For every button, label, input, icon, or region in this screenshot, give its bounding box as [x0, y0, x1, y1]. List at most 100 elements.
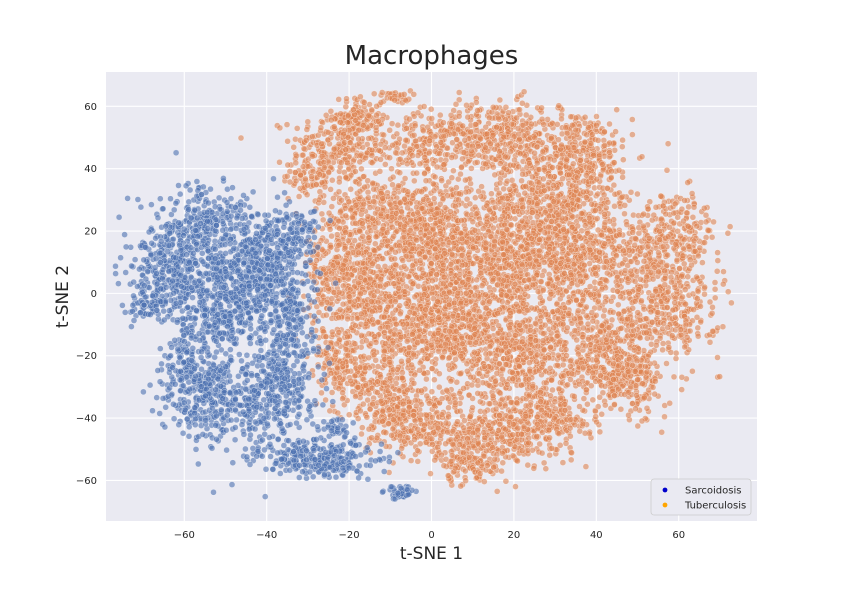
data-point: [452, 101, 460, 108]
data-point: [482, 160, 489, 168]
data-point: [335, 96, 342, 103]
data-point: [663, 262, 671, 269]
data-point: [627, 267, 634, 275]
data-point: [377, 210, 385, 218]
data-point: [537, 278, 545, 285]
data-point: [574, 174, 581, 181]
data-point: [309, 133, 316, 140]
data-point: [375, 118, 382, 125]
data-point: [475, 187, 482, 195]
data-point: [462, 176, 469, 184]
data-point: [379, 195, 386, 202]
data-point: [582, 272, 589, 279]
data-point: [534, 213, 541, 220]
data-point: [534, 200, 541, 208]
data-point: [309, 152, 316, 160]
data-point: [414, 152, 422, 159]
data-point: [618, 194, 625, 201]
data-point: [701, 291, 708, 298]
data-point: [386, 127, 393, 134]
data-point: [682, 300, 689, 308]
data-point: [466, 248, 473, 256]
data-point: [414, 109, 422, 117]
data-point: [688, 190, 696, 197]
data-point: [571, 152, 578, 160]
data-point: [448, 174, 455, 181]
data-point: [679, 252, 687, 260]
data-point: [365, 135, 372, 142]
data-point: [445, 221, 453, 229]
data-point: [416, 160, 424, 168]
data-point: [716, 373, 723, 380]
data-point: [634, 309, 641, 316]
data-point: [404, 204, 411, 212]
data-point: [396, 135, 403, 143]
data-point: [602, 298, 609, 305]
data-point: [377, 140, 385, 148]
data-point: [611, 159, 618, 166]
data-point: [417, 229, 424, 236]
data-point: [660, 320, 667, 327]
data-point: [290, 144, 297, 151]
data-point: [711, 286, 719, 293]
data-point: [355, 135, 362, 143]
data-point: [604, 199, 612, 206]
data-point: [672, 355, 680, 362]
data-point: [436, 370, 443, 377]
data-point: [466, 200, 474, 208]
data-point: [520, 88, 528, 95]
data-point: [660, 202, 667, 210]
data-point: [440, 132, 447, 140]
data-point: [421, 221, 429, 229]
data-point: [361, 99, 368, 106]
data-point: [344, 134, 352, 141]
data-point: [589, 239, 597, 247]
data-point: [492, 204, 499, 211]
data-point: [669, 332, 676, 339]
data-point: [351, 298, 358, 305]
data-point: [448, 154, 455, 161]
data-point: [629, 305, 636, 312]
data-point: [384, 237, 391, 245]
data-point: [531, 134, 538, 142]
data-point: [366, 204, 374, 211]
data-point: [410, 91, 417, 98]
data-point: [536, 222, 543, 229]
data-point: [413, 236, 420, 244]
data-point: [581, 262, 588, 269]
data-point: [396, 169, 403, 176]
data-point: [374, 263, 382, 270]
data-point: [515, 163, 522, 171]
data-point: [670, 373, 678, 381]
data-point: [652, 204, 660, 211]
data-point: [377, 156, 384, 163]
data-point: [701, 239, 708, 246]
data-point: [592, 207, 599, 214]
data-point: [390, 233, 397, 240]
data-point: [366, 251, 373, 258]
data-point: [373, 111, 380, 119]
data-point: [330, 195, 337, 202]
data-point: [335, 188, 343, 196]
data-point: [528, 186, 536, 194]
data-point: [559, 279, 567, 286]
data-point: [538, 104, 545, 112]
data-point: [570, 160, 577, 168]
data-point: [710, 218, 717, 226]
data-point: [352, 202, 359, 209]
data-point: [344, 119, 351, 126]
data-point: [323, 311, 330, 319]
data-point: [676, 265, 683, 272]
data-point: [655, 249, 662, 256]
data-point: [369, 179, 376, 187]
data-point: [475, 143, 482, 150]
data-point: [533, 143, 541, 151]
data-point: [598, 285, 606, 293]
data-point: [401, 223, 408, 230]
data-point: [424, 240, 432, 247]
data-point: [648, 298, 655, 305]
data-point: [359, 220, 366, 227]
data-point: [477, 220, 484, 227]
data-point: [665, 288, 672, 296]
